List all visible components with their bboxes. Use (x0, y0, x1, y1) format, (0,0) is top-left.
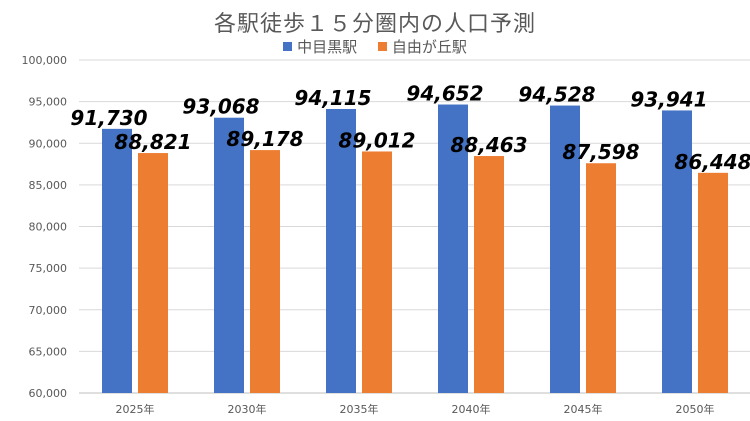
legend-item-nakameguro: 中目黒駅 (283, 36, 357, 57)
x-tick-label: 2050年 (676, 402, 715, 416)
bar-nakameguro (214, 117, 244, 394)
chart-title: 各駅徒歩１５分圏内の人口予測 (213, 12, 536, 37)
data-label: 87,598 (562, 140, 639, 164)
data-label: 94,652 (406, 82, 483, 106)
data-label: 94,115 (294, 86, 371, 110)
bar-jiyugaoka (138, 153, 168, 393)
y-tick-label: 95,000 (29, 96, 68, 109)
y-tick-label: 70,000 (29, 304, 68, 317)
y-tick-label: 90,000 (29, 137, 68, 150)
data-label: 89,012 (338, 128, 415, 152)
bar-nakameguro (550, 105, 580, 394)
legend-swatch (283, 42, 293, 51)
bar-nakameguro (102, 128, 132, 393)
legend-swatch (377, 42, 387, 51)
x-tick-label: 2035年 (340, 402, 379, 416)
y-tick-label: 65,000 (29, 345, 68, 358)
y-tick-label: 85,000 (29, 179, 68, 192)
y-tick-label: 60,000 (29, 387, 68, 400)
bar-jiyugaoka (474, 156, 504, 393)
bar-nakameguro (438, 104, 468, 394)
data-label: 88,463 (450, 133, 527, 157)
bar-nakameguro (326, 108, 356, 394)
data-label: 88,821 (114, 130, 191, 154)
data-label: 89,178 (226, 127, 303, 151)
y-tick-label: 75,000 (29, 262, 68, 275)
data-label: 93,068 (182, 95, 259, 119)
bar-jiyugaoka (362, 151, 392, 393)
x-tick-label: 2040年 (452, 402, 491, 416)
y-tick-label: 100,000 (22, 54, 68, 67)
data-label: 91,730 (70, 106, 147, 130)
bar-jiyugaoka (586, 163, 616, 393)
data-label: 93,941 (630, 87, 707, 111)
data-label: 94,528 (518, 83, 595, 107)
x-tick-label: 2045年 (564, 402, 603, 416)
bar-jiyugaoka (250, 150, 280, 393)
legend: 中目黒駅 自由が丘駅 (0, 36, 750, 57)
bar-nakameguro (662, 110, 692, 394)
legend-label: 自由が丘駅 (391, 38, 467, 56)
x-tick-label: 2025年 (116, 402, 155, 416)
y-tick-label: 80,000 (29, 221, 68, 234)
x-tick-label: 2030年 (228, 402, 267, 416)
legend-item-jiyugaoka: 自由が丘駅 (377, 36, 467, 57)
legend-label: 中目黒駅 (297, 38, 358, 56)
bar-jiyugaoka (698, 172, 728, 393)
data-label: 86,448 (674, 150, 750, 174)
